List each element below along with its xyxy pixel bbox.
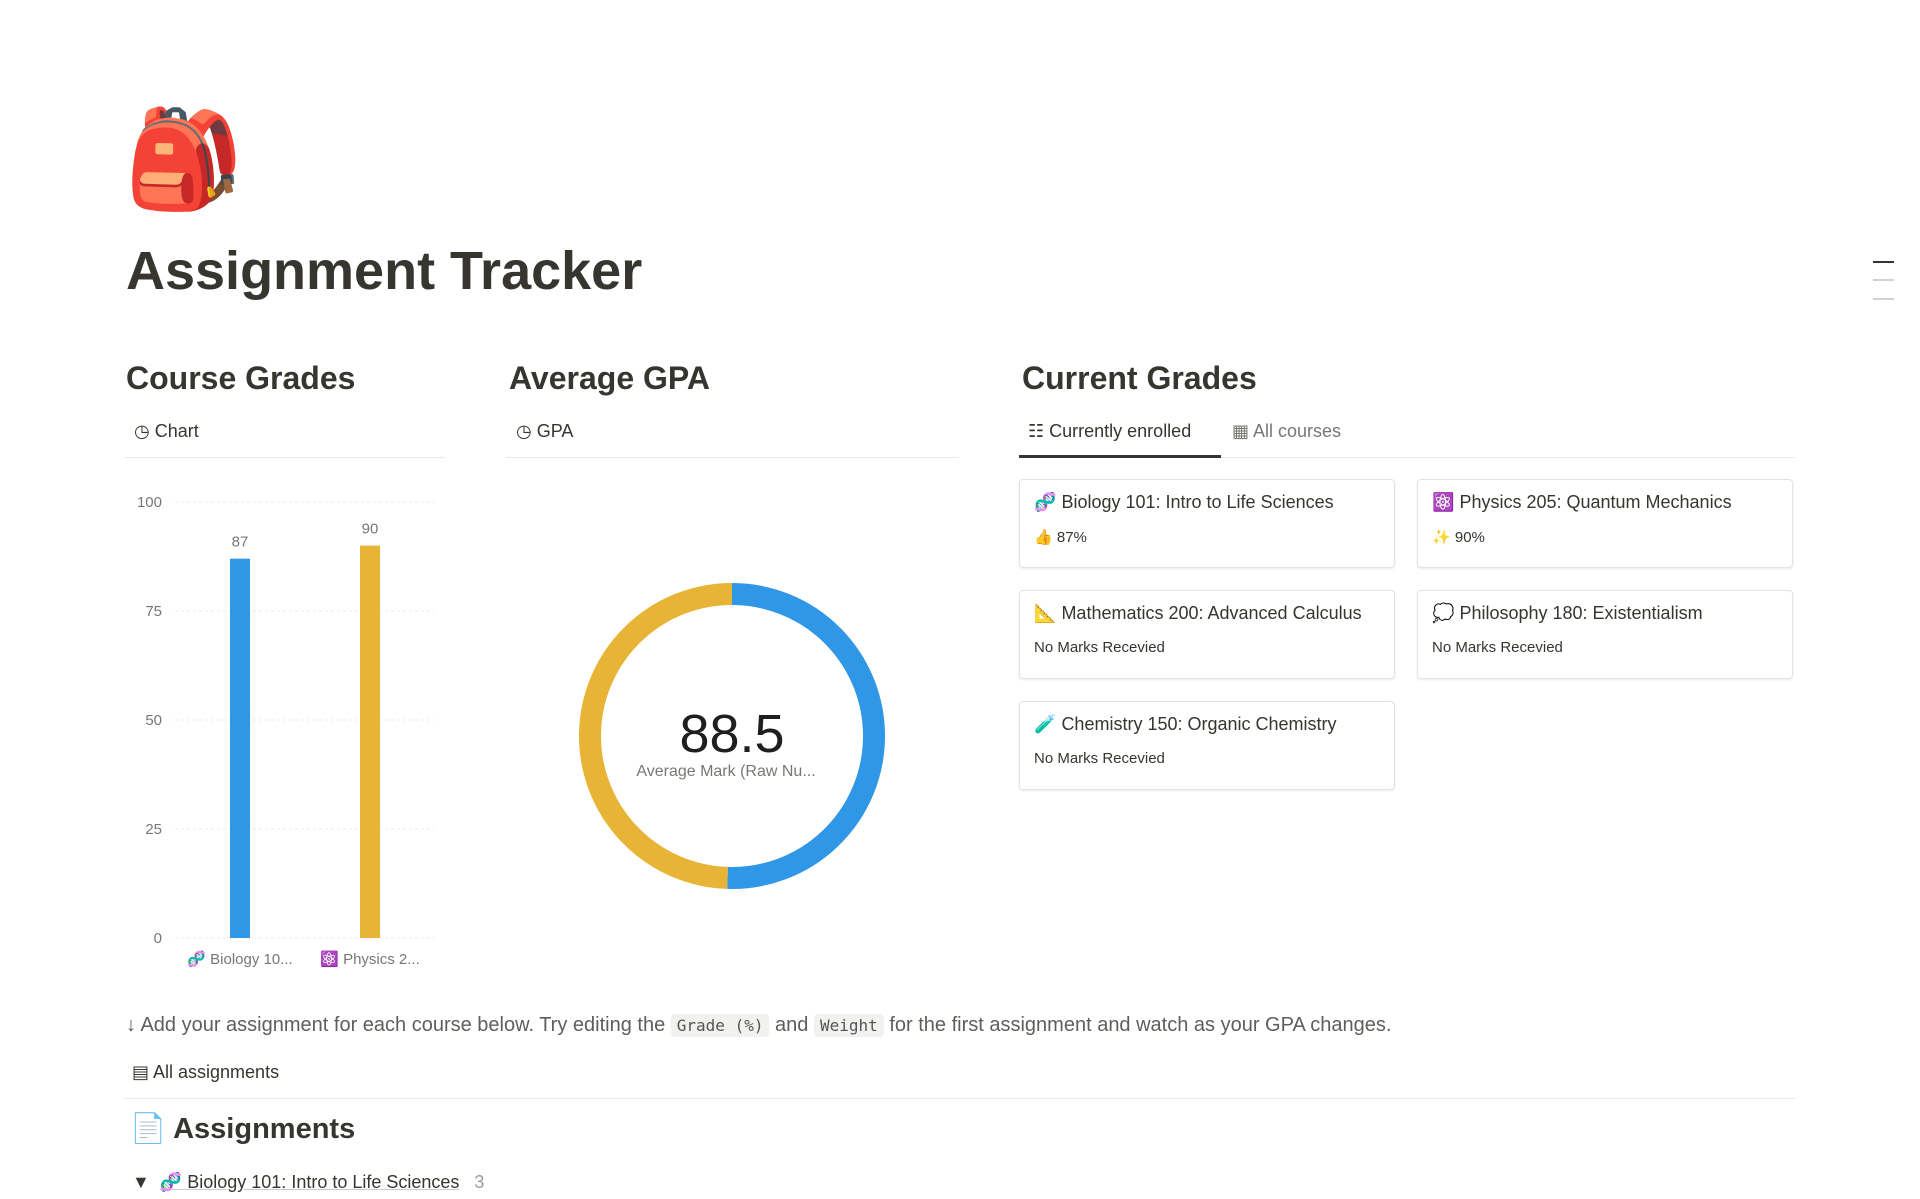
section-heading: Average GPA [509,360,710,396]
card-title-text: Physics 205: Quantum Mechanics [1459,492,1732,512]
outline-mark [1873,298,1894,300]
note-text: ↓ Add your assignment for each course be… [126,1014,666,1036]
card-icon: 📐 [1034,603,1057,623]
inline-code: Grade (%) [670,1014,770,1037]
course-card[interactable]: 💭 Philosophy 180: Existentialism No Marks… [1417,590,1793,679]
grade-icon: 👍 [1034,529,1053,546]
card-title-text: Chemistry 150: Organic Chemistry [1061,714,1337,734]
card-icon: 🧪 [1034,714,1057,734]
card-grade: No Marks Recevied [1034,750,1165,767]
card-icon: ⚛️ [1432,492,1455,512]
grade-text: 87% [1056,529,1087,546]
bar [360,545,380,938]
card-grade: 👍 87% [1034,528,1087,546]
group-count: 3 [474,1172,485,1192]
view-tab[interactable]: ▦ All courses [1232,421,1342,441]
card-title-text: Mathematics 200: Advanced Calculus [1061,603,1362,623]
divider [1019,457,1795,458]
donut-segment [727,583,885,889]
donut-segment [579,583,733,889]
card-title: 🧪 Chemistry 150: Organic Chemistry [1034,714,1337,735]
view-tab[interactable]: ☷ Currently enrolled [1028,421,1192,441]
bar-chart: 0 25 50 75 100 87 90 🧬 Biology 10... ⚛️ Physics … [137,494,435,968]
section-heading: Course Grades [126,360,356,396]
course-card[interactable]: ⚛️ Physics 205: Quantum Mechanics ✨ 90% [1417,479,1793,568]
course-card[interactable]: 🧪 Chemistry 150: Organic Chemistry No Mar… [1019,701,1395,790]
database-icon: 📄 [130,1113,167,1145]
section-heading: Current Grades [1022,360,1257,396]
card-title-text: Biology 101: Intro to Life Sciences [1061,492,1334,512]
tab-label: All assignments [153,1062,280,1082]
center-label: Average Mark (Raw Nu... [636,763,815,780]
group-name: 🧬 Biology 101: Intro to Life Sciences [159,1172,460,1192]
card-title: 🧬 Biology 101: Intro to Life Sciences [1034,492,1334,513]
card-icon: 🧬 [1034,492,1057,512]
database-title: Assignments [173,1113,356,1145]
tab-label: All courses [1253,421,1342,441]
inline-code: Weight [813,1014,884,1037]
y-tick-label: 50 [145,712,162,729]
note-text: and [775,1014,809,1036]
card-title: 💭 Philosophy 180: Existentialism [1432,603,1703,624]
active-tab-underline [1019,455,1221,458]
card-grade: ✨ 90% [1432,528,1485,546]
page-icon: 🎒 [124,106,244,213]
tab-label: Chart [154,421,199,441]
center-value: 88.5 [679,704,784,764]
page-title: Assignment Tracker [126,241,643,301]
outline-mark [1873,261,1894,263]
grade-text: No Marks Recevied [1034,750,1165,767]
divider [124,1098,1795,1099]
card-icon: 💭 [1432,603,1455,623]
value-label: 90 [362,521,379,538]
card-grade: No Marks Recevied [1034,639,1165,656]
outline-mark [1873,279,1894,281]
course-card[interactable]: 🧬 Biology 101: Intro to Life Sciences 👍 8… [1019,479,1395,568]
divider [506,457,959,458]
tab-label: GPA [536,421,574,441]
grade-text: No Marks Recevied [1432,639,1563,656]
group-row[interactable]: ▼ 🧬 Biology 101: Intro to Life Sciences … [132,1172,485,1192]
tab-label: Currently enrolled [1049,421,1192,441]
value-label: 87 [232,534,249,551]
card-title: 📐 Mathematics 200: Advanced Calculus [1034,603,1362,624]
view-tab[interactable]: ▤ All assignments [132,1062,280,1082]
view-tab[interactable]: ◷ Chart [134,421,199,441]
y-tick-label: 75 [145,603,162,620]
grade-text: No Marks Recevied [1034,639,1165,656]
x-tick-label: ⚛️ Physics 2... [320,950,420,968]
database-heading: 📄 Assignments [130,1112,355,1146]
grade-text: 90% [1454,529,1485,546]
y-tick-label: 0 [154,930,162,947]
card-title: ⚛️ Physics 205: Quantum Mechanics [1432,492,1732,513]
note: ↓ Add your assignment for each course be… [126,1014,1391,1037]
x-tick-label: 🧬 Biology 10... [187,949,292,968]
card-title-text: Philosophy 180: Existentialism [1459,603,1703,623]
y-tick-label: 100 [137,494,162,511]
course-card[interactable]: 📐 Mathematics 200: Advanced Calculus No M… [1019,590,1395,679]
note-text: for the first assignment and watch as yo… [889,1014,1392,1036]
card-grade: No Marks Recevied [1432,639,1563,656]
y-tick-label: 25 [145,821,162,838]
bar [230,558,250,938]
divider [124,457,445,458]
grade-icon: ✨ [1432,529,1451,546]
view-tab[interactable]: ◷ GPA [516,421,574,441]
